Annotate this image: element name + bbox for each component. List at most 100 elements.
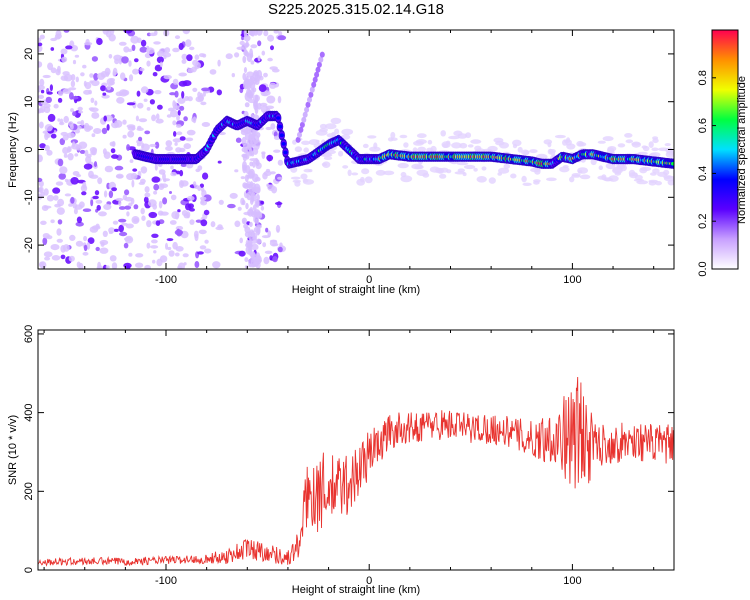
noise-blob [63, 115, 69, 124]
noise-blob [128, 74, 134, 82]
ridge-halo [292, 139, 297, 145]
ridge-halo [605, 162, 616, 170]
noise-blob [146, 242, 151, 249]
ridge-halo [546, 177, 557, 182]
ridge-halo [294, 146, 303, 153]
noise-blob [273, 149, 281, 153]
noise-blob [100, 241, 105, 247]
noise-blob [178, 42, 184, 51]
ridge-halo [579, 174, 591, 180]
noise-blob [239, 237, 243, 244]
noise-blob [242, 72, 247, 81]
colorbar-tick-label: 0.4 [697, 166, 709, 181]
noise-blob [195, 168, 201, 173]
streak-blob [311, 81, 317, 88]
ridge-halo [319, 123, 327, 129]
noise-blob [177, 97, 186, 104]
noise-blob [109, 30, 115, 35]
noise-blob [172, 120, 177, 126]
noise-blob [174, 229, 184, 236]
noise-blob [153, 41, 161, 45]
noise-blob [177, 110, 181, 116]
noise-blob [56, 238, 63, 243]
noise-blob [172, 241, 178, 250]
noise-blob [249, 251, 256, 258]
noise-blob [130, 35, 140, 44]
noise-blob [169, 191, 172, 194]
noise-blob [263, 72, 268, 78]
noise-blob [91, 79, 100, 87]
streak-blob [309, 86, 315, 93]
noise-blob [170, 109, 178, 118]
noise-blob [183, 262, 187, 266]
ridge-halo [624, 133, 633, 138]
noise-blob [136, 90, 141, 97]
colorbar: 0.0 0.2 0.4 0.6 0.8 Normalized spectral ampl… [697, 29, 748, 277]
colorbar-ticks: 0.0 0.2 0.4 0.6 0.8 [697, 29, 739, 277]
noise-blob [55, 181, 64, 186]
noise-blob [250, 44, 258, 49]
noise-blob [80, 72, 85, 77]
xtick-label: 100 [563, 274, 581, 286]
ridge-halo [308, 169, 313, 173]
noise-blob [152, 72, 158, 77]
noise-blob [173, 131, 177, 137]
noise-blob [121, 222, 128, 226]
noise-blob [143, 98, 148, 103]
ridge-halo [510, 173, 517, 179]
ridge-halo [590, 158, 597, 166]
noise-blob [121, 89, 130, 96]
ridge-halo [639, 167, 648, 174]
noise-blob [97, 72, 106, 81]
noise-blob [249, 221, 253, 228]
noise-blob [95, 199, 103, 204]
ytick-label: 0 [23, 146, 35, 152]
noise-blob [216, 89, 222, 96]
ridge-halo [403, 142, 409, 148]
noise-blob [245, 202, 249, 210]
ridge-halo [534, 168, 541, 175]
noise-blob [79, 149, 86, 154]
noise-blob [38, 61, 43, 68]
noise-blob [61, 56, 68, 63]
noise-blob [93, 128, 102, 134]
noise-blob [252, 160, 256, 168]
noise-blob [148, 211, 158, 219]
noise-blob [264, 250, 273, 254]
noise-blob [38, 44, 43, 53]
noise-blob [49, 84, 54, 92]
noise-blob [235, 137, 242, 143]
noise-blob [248, 133, 256, 141]
noise-blob [83, 235, 88, 242]
ridge-halo [342, 165, 349, 169]
noise-blob [123, 30, 133, 34]
noise-blob [138, 118, 148, 123]
ridge-halo [456, 162, 469, 166]
noise-blob [101, 94, 110, 99]
noise-blob [273, 135, 281, 140]
noise-blob [40, 220, 47, 225]
noise-blob [241, 199, 246, 206]
noise-blob [278, 31, 283, 36]
noise-blob [255, 159, 260, 167]
noise-blob [267, 57, 273, 62]
noise-blob [179, 169, 184, 177]
noise-blob [166, 114, 172, 118]
noise-blob [68, 121, 74, 127]
ridge-halo [652, 138, 659, 144]
noise-blob [182, 30, 190, 35]
noise-blob [269, 82, 277, 89]
noise-blob [131, 44, 136, 51]
noise-blob [63, 30, 70, 33]
noise-blob [163, 74, 172, 80]
ridge-core [279, 133, 284, 137]
ridge-halo [533, 179, 541, 183]
colorbar-tick-label: 0.0 [697, 261, 709, 276]
ridge-halo [426, 147, 434, 153]
noise-blob [266, 154, 274, 162]
noise-blob [165, 140, 173, 147]
noise-blob [247, 239, 253, 249]
noise-blob [167, 246, 172, 251]
streak-blob [298, 126, 304, 133]
snr-frame [37, 329, 675, 571]
